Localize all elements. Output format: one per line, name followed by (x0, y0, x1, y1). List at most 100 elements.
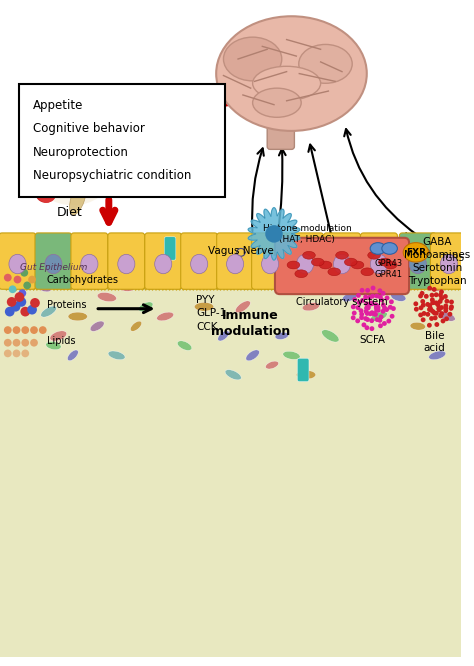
Circle shape (389, 300, 394, 304)
Circle shape (439, 305, 444, 310)
Circle shape (420, 299, 425, 304)
Circle shape (369, 301, 374, 306)
Ellipse shape (295, 270, 308, 278)
Circle shape (374, 304, 379, 310)
Circle shape (365, 288, 370, 293)
Ellipse shape (36, 283, 51, 292)
Circle shape (369, 318, 374, 323)
Circle shape (30, 326, 38, 334)
Circle shape (364, 302, 369, 306)
Circle shape (13, 339, 20, 346)
Circle shape (28, 276, 36, 284)
Circle shape (434, 311, 439, 316)
Circle shape (20, 307, 30, 316)
Text: Cognitive behavior: Cognitive behavior (33, 123, 145, 135)
FancyBboxPatch shape (399, 233, 436, 289)
Circle shape (438, 314, 443, 318)
Ellipse shape (67, 350, 78, 361)
Circle shape (27, 305, 37, 314)
Circle shape (435, 322, 439, 327)
Circle shape (352, 310, 356, 316)
Circle shape (20, 269, 28, 276)
Circle shape (17, 297, 26, 307)
Ellipse shape (299, 45, 352, 83)
Ellipse shape (177, 341, 192, 350)
Ellipse shape (297, 254, 314, 274)
Circle shape (374, 302, 378, 307)
Text: FXR: FXR (406, 248, 426, 257)
Ellipse shape (130, 321, 142, 331)
Circle shape (418, 312, 423, 318)
Circle shape (39, 326, 46, 334)
Circle shape (378, 324, 383, 328)
Ellipse shape (79, 180, 102, 190)
Text: Carbohydrates: Carbohydrates (46, 274, 118, 284)
Circle shape (421, 311, 427, 316)
Circle shape (439, 311, 444, 316)
Circle shape (439, 290, 444, 294)
FancyBboxPatch shape (48, 161, 62, 192)
Circle shape (18, 289, 26, 297)
Ellipse shape (409, 254, 426, 274)
Circle shape (443, 304, 448, 308)
Circle shape (375, 304, 380, 308)
Circle shape (360, 298, 365, 303)
Circle shape (432, 287, 437, 292)
Circle shape (449, 300, 454, 304)
Circle shape (364, 309, 369, 314)
Circle shape (356, 293, 361, 298)
Ellipse shape (53, 157, 70, 165)
Ellipse shape (265, 361, 279, 369)
Circle shape (351, 315, 356, 320)
Circle shape (437, 306, 441, 311)
Circle shape (30, 298, 40, 308)
Text: Circulatory system: Circulatory system (296, 297, 388, 307)
Circle shape (5, 307, 15, 316)
Ellipse shape (108, 351, 125, 360)
Circle shape (21, 326, 29, 334)
Circle shape (414, 307, 419, 312)
Ellipse shape (194, 302, 214, 311)
Ellipse shape (328, 268, 340, 276)
Circle shape (363, 294, 368, 299)
FancyBboxPatch shape (275, 238, 409, 294)
Circle shape (4, 350, 12, 357)
Circle shape (427, 286, 432, 290)
Ellipse shape (371, 312, 387, 321)
Circle shape (35, 181, 56, 203)
Ellipse shape (441, 264, 453, 272)
Circle shape (377, 318, 383, 323)
Circle shape (433, 316, 438, 320)
Circle shape (430, 300, 435, 305)
Text: GABA
Monoamines
Serotonin
Tryptophan: GABA Monoamines Serotonin Tryptophan (404, 237, 470, 286)
Circle shape (366, 306, 371, 310)
Ellipse shape (400, 272, 417, 284)
Ellipse shape (255, 273, 270, 282)
Ellipse shape (410, 322, 426, 330)
Circle shape (376, 305, 381, 310)
Circle shape (369, 300, 374, 306)
Circle shape (363, 316, 368, 321)
Circle shape (436, 302, 440, 307)
Circle shape (427, 307, 432, 312)
FancyBboxPatch shape (69, 162, 94, 176)
Ellipse shape (384, 261, 397, 269)
Circle shape (384, 307, 389, 312)
Text: TGR5: TGR5 (440, 254, 465, 263)
Ellipse shape (370, 242, 386, 254)
FancyBboxPatch shape (360, 233, 397, 289)
FancyBboxPatch shape (90, 167, 104, 192)
Text: Proteins: Proteins (46, 300, 86, 310)
Ellipse shape (361, 268, 374, 276)
Text: Immune
modulation: Immune modulation (211, 309, 290, 338)
Circle shape (372, 311, 376, 316)
Circle shape (9, 286, 17, 293)
Circle shape (265, 225, 283, 242)
Polygon shape (248, 208, 300, 260)
Circle shape (381, 291, 386, 296)
FancyBboxPatch shape (19, 85, 226, 197)
Text: Neuropsychiatric condition: Neuropsychiatric condition (33, 169, 191, 182)
Circle shape (21, 350, 29, 357)
Ellipse shape (322, 330, 339, 342)
FancyBboxPatch shape (108, 233, 145, 289)
